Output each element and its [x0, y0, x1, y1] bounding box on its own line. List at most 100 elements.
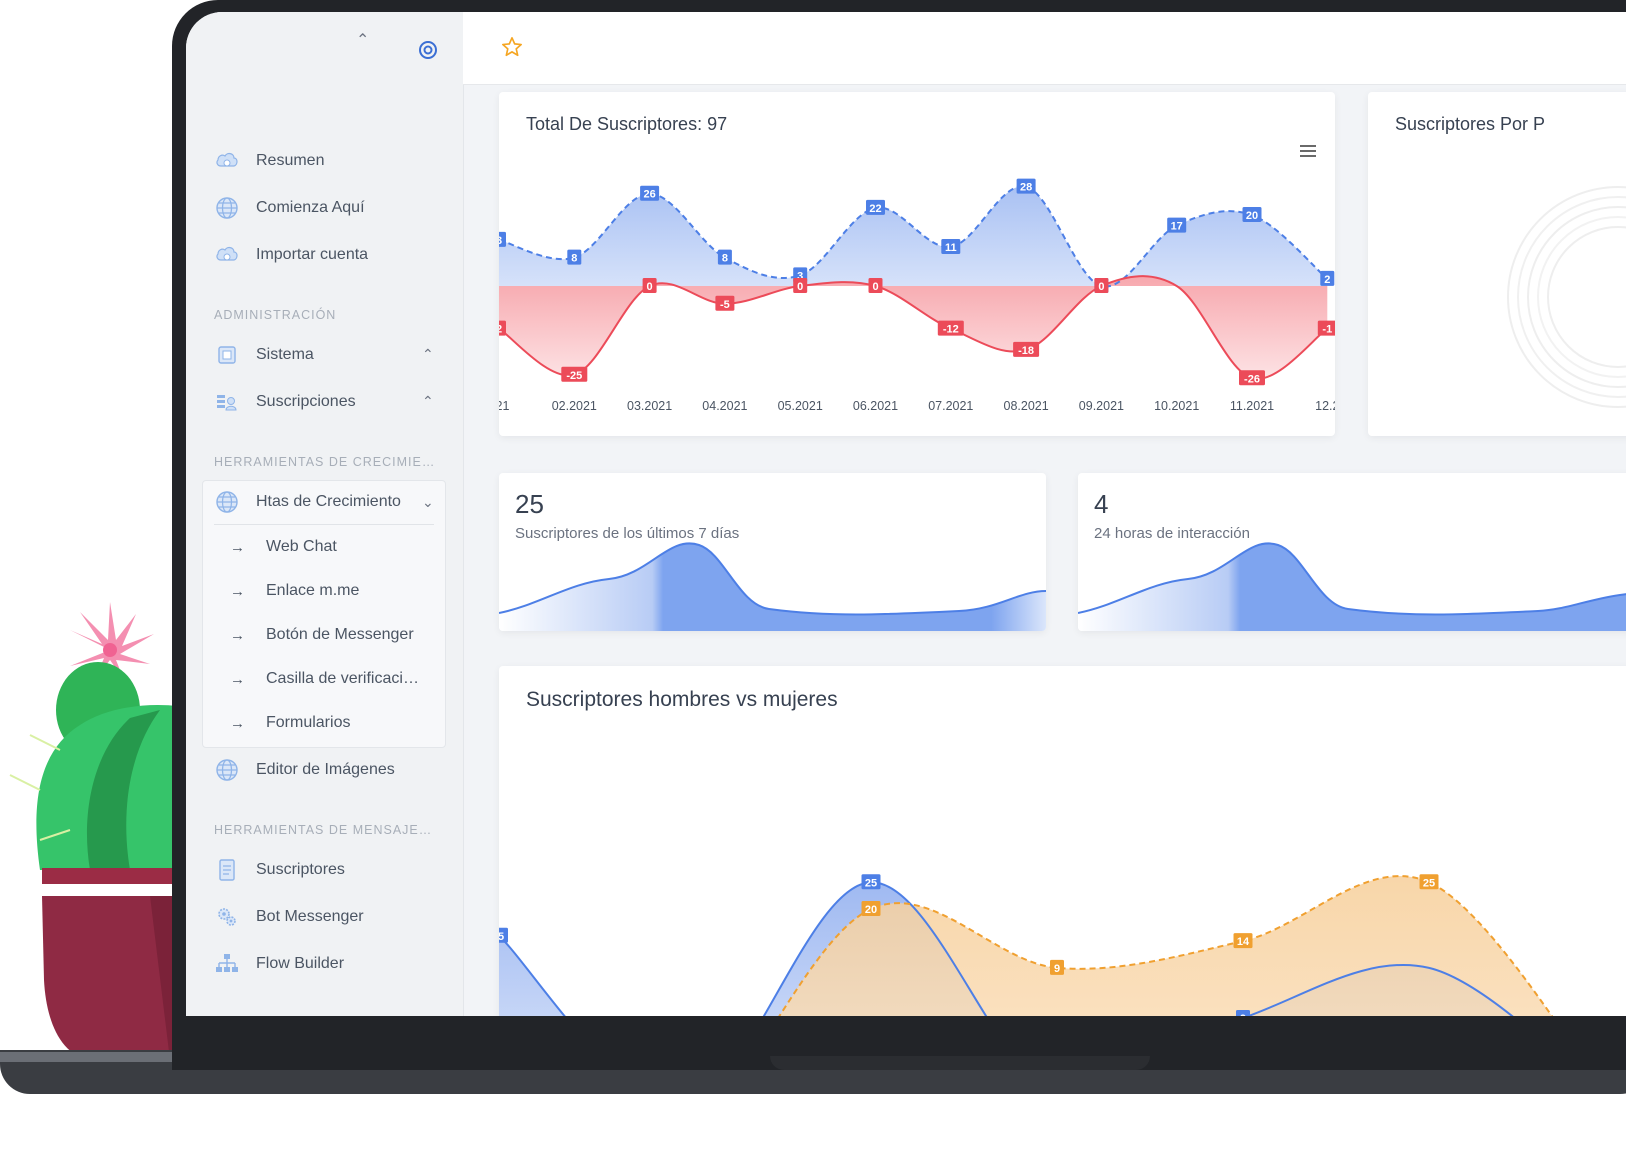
sidebar-item-label: Sistema — [256, 346, 314, 363]
hamburger-menu-icon[interactable] — [1299, 144, 1317, 158]
red-series-area — [499, 276, 1328, 380]
data-label-red: 0 — [1094, 278, 1109, 293]
sidebar-subitem-label: Casilla de verificaci… — [266, 670, 419, 687]
total-subscribers-card: Total De Suscriptores: 97 38268322112801… — [499, 92, 1335, 436]
svg-text:2: 2 — [499, 324, 502, 336]
section-messaging: HERRAMIENTAS DE MENSAJE… — [214, 823, 433, 837]
stat-card-7-days: 25 Suscriptores de los últimos 7 días — [499, 473, 1046, 631]
svg-text:14: 14 — [1237, 936, 1250, 948]
sidebar-item-flow[interactable]: Flow Builder — [214, 946, 344, 982]
sidebar-item-suscriptores[interactable]: Suscriptores — [214, 852, 345, 888]
x-axis-tick-label: 04.2021 — [702, 399, 747, 413]
sidebar-subitem-webchat[interactable]: → Web Chat — [230, 532, 337, 562]
data-label-blue: 3 — [499, 231, 506, 247]
sidebar-item-importar[interactable]: Importar cuenta — [214, 237, 368, 273]
svg-text:9: 9 — [1240, 1013, 1246, 1016]
sparkline-24-hours — [1078, 542, 1626, 631]
male-series-line — [499, 881, 1514, 1016]
sidebar-item-suscripciones[interactable]: Suscripciones — [214, 384, 356, 420]
sidebar-item-resumen[interactable]: Resumen — [214, 143, 324, 179]
card-title: Suscriptores Por P — [1395, 114, 1546, 134]
data-label-orange: 25 — [1419, 874, 1439, 890]
data-label-blue: 20 — [1242, 207, 1262, 222]
total-subscribers-chart: 3826832211280172022-250-500-12-180-26-10… — [499, 178, 1335, 413]
svg-text:5: 5 — [499, 931, 504, 943]
data-label-blue: 8 — [717, 249, 732, 265]
chevron-down-icon[interactable]: ⌄ — [422, 494, 434, 510]
data-label-blue: 11 — [941, 238, 961, 254]
section-admin: ADMINISTRACIÓN — [214, 308, 337, 322]
data-label-red: 2 — [499, 320, 506, 336]
data-label-red: -1 — [1317, 320, 1335, 336]
sidebar-item-label: Flow Builder — [256, 955, 345, 972]
card-title: Total De Suscriptores: 97 — [526, 114, 728, 134]
x-axis-tick-label: 05.2021 — [778, 399, 823, 413]
star-icon[interactable] — [501, 36, 523, 58]
data-label-red: -12 — [937, 320, 964, 336]
cactus-illustration — [9, 602, 200, 1060]
globe-icon — [214, 489, 240, 515]
sidebar-subitem-casilla[interactable]: → Casilla de verificaci… — [230, 664, 419, 694]
data-label-orange: 20 — [861, 901, 881, 916]
collapse-up-icon[interactable]: ⌃ — [356, 32, 370, 49]
arrow-right-icon: → — [230, 538, 245, 556]
sidebar-item-label: Resumen — [256, 152, 325, 169]
sidebar-subitem-label: Formularios — [266, 714, 351, 731]
svg-text:0: 0 — [1098, 281, 1104, 293]
data-label-blue: 8 — [567, 249, 582, 265]
blue-series-area — [499, 186, 1328, 287]
data-label-blue: 28 — [1016, 178, 1036, 194]
sidebar-item-label: Htas de Crecimiento — [256, 493, 401, 510]
arrow-right-icon: → — [230, 714, 245, 732]
data-label-blue: 25 — [861, 874, 881, 890]
svg-text:2: 2 — [1324, 274, 1330, 286]
data-label-blue: 17 — [1167, 217, 1187, 233]
data-label-red: 0 — [868, 278, 883, 293]
red-series-line — [499, 275, 1328, 380]
sidebar-item-bot[interactable]: Bot Messenger — [214, 899, 364, 935]
sidebar-subitem-formularios[interactable]: → Formularios — [230, 708, 350, 738]
data-label-orange: 9 — [1050, 959, 1064, 975]
topbar — [463, 12, 1626, 85]
svg-text:0: 0 — [872, 281, 878, 293]
sidebar-item-editor[interactable]: Editor de Imágenes — [214, 752, 395, 788]
svg-text:25: 25 — [1423, 877, 1435, 889]
gears-icon — [214, 904, 240, 930]
svg-text:-1: -1 — [1322, 324, 1332, 336]
svg-text:-5: -5 — [720, 299, 730, 311]
x-axis-tick-label: 11.2021 — [1230, 399, 1274, 413]
data-label-red: -26 — [1239, 370, 1265, 386]
svg-text:17: 17 — [1171, 221, 1183, 233]
sidebar-subitem-enlace[interactable]: → Enlace m.me — [230, 576, 359, 606]
data-label-orange: 14 — [1233, 933, 1253, 949]
x-axis-tick-label: 03.2021 — [627, 399, 672, 413]
svg-text:8: 8 — [571, 253, 577, 265]
x-axis-tick-label: 12.2 — [1315, 399, 1335, 413]
donut-chart — [1507, 186, 1626, 408]
svg-text:11: 11 — [945, 242, 957, 254]
users-icon — [214, 389, 240, 415]
svg-text:22: 22 — [869, 203, 881, 215]
arrow-right-icon: → — [230, 626, 245, 644]
data-label-red: 0 — [793, 278, 808, 293]
chevron-up-icon[interactable]: ⌃ — [422, 346, 434, 362]
svg-text:-12: -12 — [943, 324, 959, 336]
target-icon[interactable] — [418, 40, 438, 60]
gender-chart: 5 25 9 20 9 14 25 — [499, 874, 1554, 1016]
chevron-up-icon[interactable]: ⌃ — [422, 393, 434, 409]
data-label-red: -5 — [715, 295, 735, 311]
sidebar-item-label: Editor de Imágenes — [256, 761, 395, 778]
screen: ⌃ Resumen Comienza Aquí Importar cuenta … — [186, 12, 1626, 1016]
data-label-red: -25 — [561, 366, 588, 382]
sidebar-item-comienza[interactable]: Comienza Aquí — [214, 190, 365, 226]
sidebar-item-htas-crecimiento[interactable]: Htas de Crecimiento — [214, 484, 401, 520]
sidebar-subitem-boton[interactable]: → Botón de Messenger — [230, 620, 414, 650]
sidebar-subitem-label: Enlace m.me — [266, 582, 360, 599]
data-label-blue: 5 — [499, 927, 508, 943]
x-axis-tick-label: 06.2021 — [853, 399, 898, 413]
sidebar-item-sistema[interactable]: Sistema — [214, 337, 314, 373]
data-label-red: -18 — [1013, 341, 1040, 357]
document-icon — [214, 857, 240, 883]
sidebar-item-label: Importar cuenta — [256, 246, 369, 263]
subscribers-by-card: Suscriptores Por P — [1368, 92, 1626, 436]
